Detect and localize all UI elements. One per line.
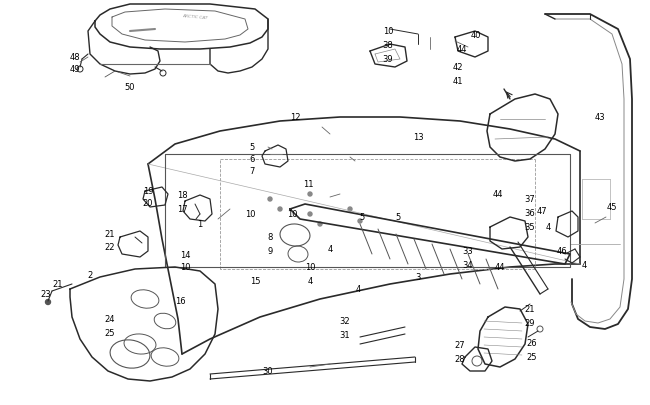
Text: 13: 13	[413, 133, 423, 142]
Text: 21: 21	[53, 280, 63, 289]
Text: 33: 33	[463, 247, 473, 256]
Text: 23: 23	[41, 290, 51, 299]
Text: 44: 44	[457, 45, 467, 54]
Text: 46: 46	[556, 247, 567, 256]
Text: 5: 5	[250, 143, 255, 152]
Text: 20: 20	[143, 199, 153, 208]
Text: 44: 44	[495, 263, 505, 272]
Circle shape	[318, 222, 322, 226]
Text: 34: 34	[463, 261, 473, 270]
Text: 37: 37	[525, 195, 536, 204]
Text: 17: 17	[177, 205, 187, 214]
Text: 10: 10	[245, 210, 255, 219]
Text: 10: 10	[180, 263, 190, 272]
Circle shape	[308, 213, 312, 216]
Text: 41: 41	[453, 77, 463, 86]
Text: 35: 35	[525, 223, 536, 232]
Text: 18: 18	[177, 191, 187, 200]
Text: 44: 44	[493, 190, 503, 199]
Circle shape	[268, 198, 272, 202]
Text: 27: 27	[455, 341, 465, 350]
Text: 26: 26	[526, 339, 538, 347]
Text: 19: 19	[143, 187, 153, 196]
Text: 45: 45	[606, 203, 618, 212]
Text: ARCTIC CAT: ARCTIC CAT	[182, 14, 208, 20]
Text: 5: 5	[359, 213, 365, 222]
Text: 8: 8	[267, 233, 273, 242]
Text: 10: 10	[383, 28, 393, 36]
Circle shape	[278, 207, 282, 211]
Text: 25: 25	[526, 353, 538, 362]
Text: 21: 21	[105, 230, 115, 239]
Text: 42: 42	[453, 63, 463, 72]
Text: 4: 4	[307, 277, 313, 286]
Text: 50: 50	[125, 83, 135, 92]
Text: 5: 5	[395, 213, 400, 222]
Text: 10: 10	[287, 210, 297, 219]
Text: 4: 4	[581, 260, 586, 269]
Text: 25: 25	[105, 329, 115, 338]
Text: 12: 12	[290, 113, 300, 122]
Text: 4: 4	[328, 245, 333, 254]
Text: 47: 47	[537, 207, 547, 216]
Text: 32: 32	[340, 317, 350, 326]
Text: 21: 21	[525, 305, 535, 314]
Circle shape	[308, 192, 312, 196]
Text: 4: 4	[356, 285, 361, 294]
Text: 6: 6	[250, 155, 255, 164]
Text: 4: 4	[545, 223, 551, 232]
Text: 40: 40	[471, 30, 481, 39]
Text: 1: 1	[198, 220, 203, 229]
Text: 10: 10	[305, 263, 315, 272]
Text: 7: 7	[250, 167, 255, 176]
Circle shape	[46, 300, 51, 305]
Text: 22: 22	[105, 243, 115, 252]
Circle shape	[358, 220, 362, 224]
Text: 39: 39	[383, 55, 393, 64]
Text: 43: 43	[595, 113, 605, 122]
Text: 16: 16	[175, 297, 185, 306]
Text: 49: 49	[70, 65, 80, 74]
Text: 2: 2	[87, 270, 92, 279]
Text: 30: 30	[263, 367, 273, 375]
Text: 11: 11	[303, 180, 313, 189]
Text: 24: 24	[105, 315, 115, 324]
Text: 36: 36	[525, 209, 536, 218]
Text: 15: 15	[250, 277, 260, 286]
Text: 29: 29	[525, 319, 535, 328]
Circle shape	[348, 207, 352, 211]
Text: 14: 14	[180, 250, 190, 259]
Text: 48: 48	[70, 53, 81, 62]
Text: 3: 3	[415, 273, 421, 282]
Text: 28: 28	[455, 355, 465, 364]
Text: 38: 38	[383, 41, 393, 50]
Text: 31: 31	[340, 331, 350, 340]
Text: 9: 9	[267, 247, 272, 256]
